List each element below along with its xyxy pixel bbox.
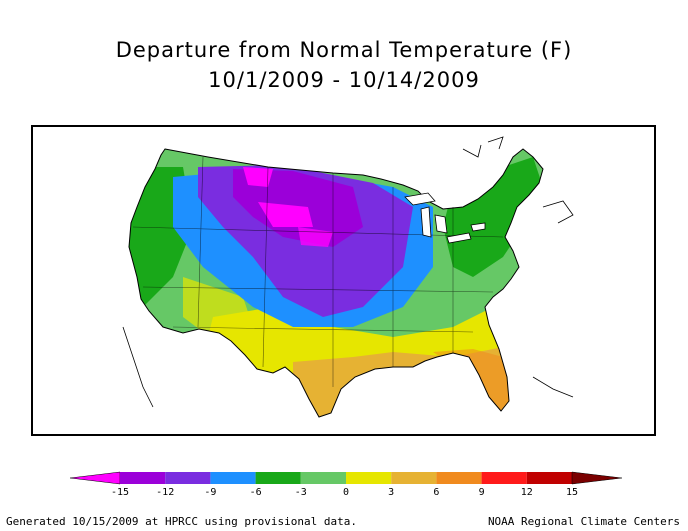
legend-bin: [481, 472, 527, 484]
legend-bin: [391, 472, 437, 484]
legend-bar: -15 -12 -9 -6 -3 0 3 6 9 12 15: [69, 471, 623, 498]
legend-bin: [526, 472, 572, 484]
legend-tick-label: 6: [433, 487, 439, 498]
legend-bin: [255, 472, 301, 484]
legend-tick-label: -3: [295, 487, 307, 498]
legend-tick-label: 3: [388, 487, 394, 498]
anomaly-shading: [129, 149, 543, 417]
us-outline: [128, 148, 544, 418]
map-frame: [31, 125, 656, 436]
map-title: Departure from Normal Temperature (F): [115, 38, 573, 62]
legend-tick-label: -15: [111, 487, 129, 498]
legend-bin: [165, 472, 211, 484]
generated-note: Generated 10/15/2009 at HPRCC using prov…: [6, 515, 357, 528]
legend-low-arrow: [69, 471, 121, 485]
legend-tick-label: -12: [156, 487, 174, 498]
source-credit: NOAA Regional Climate Centers: [487, 515, 680, 528]
us-temperature-map: [122, 136, 574, 418]
legend-high-arrow: [571, 471, 623, 485]
legend-tick-label: -6: [250, 487, 262, 498]
legend-tick-label: 0: [343, 487, 349, 498]
legend-bin: [120, 472, 166, 484]
legend-tick-label: 15: [566, 487, 578, 498]
great-lakes: [404, 192, 486, 244]
color-legend: -15 -12 -9 -6 -3 0 3 6 9 12 15: [60, 470, 630, 510]
legend-tick-label: 12: [521, 487, 533, 498]
legend-bin: [210, 472, 256, 484]
legend-bin: [436, 472, 482, 484]
state-borders: [132, 156, 504, 387]
coastline-details: [122, 136, 574, 408]
legend-bin: [300, 472, 346, 484]
legend-tick-label: -9: [204, 487, 216, 498]
legend-tick-label: 9: [479, 487, 485, 498]
map-date-range: 10/1/2009 - 10/14/2009: [208, 68, 480, 92]
legend-bin: [346, 472, 392, 484]
